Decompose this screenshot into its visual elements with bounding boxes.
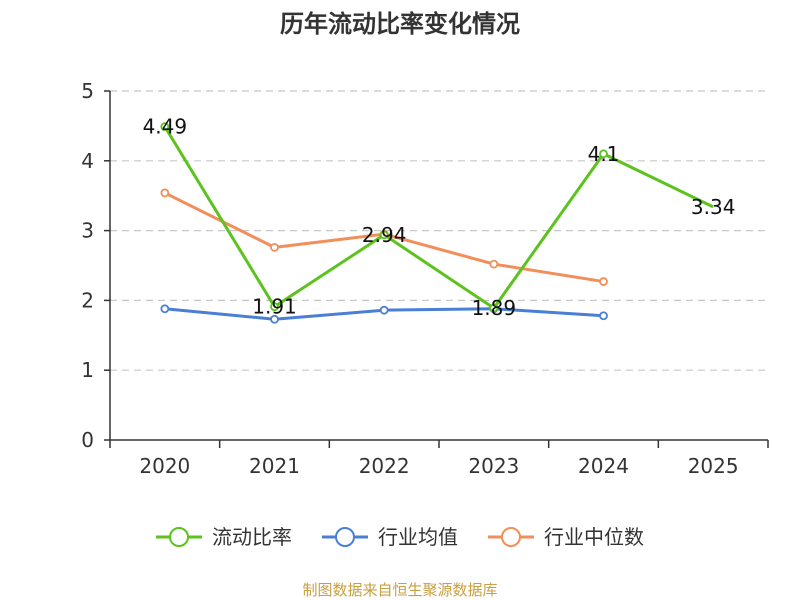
x-tick-label: 2022 [359,454,410,478]
legend-item[interactable]: 行业中位数 [488,525,644,549]
data-label: 1.89 [472,296,517,320]
legend-marker [501,527,521,547]
data-point[interactable] [160,122,170,131]
legend-label: 流动比率 [212,525,292,549]
data-point[interactable] [270,242,279,252]
legend-marker [335,527,355,547]
data-point[interactable] [160,304,170,314]
x-tick-label: 2023 [468,454,519,478]
y-tick-label: 2 [81,288,94,312]
series-line-0 [163,125,714,310]
data-point[interactable] [379,230,389,240]
legend-label: 行业中位数 [544,525,644,549]
data-point[interactable] [379,305,389,315]
axes: 0 1 2 3 4 5 2020 2021 2022 2023 2024 2025 [81,79,769,478]
data-point[interactable] [489,259,499,269]
data-point[interactable] [160,188,170,198]
data-point[interactable] [270,314,279,324]
y-tick-label: 5 [81,79,94,103]
data-label: 1.91 [252,295,297,319]
data-point[interactable] [599,277,608,286]
data-point[interactable] [599,311,608,321]
x-tick-label: 2024 [578,454,629,478]
y-tick-label: 3 [81,219,94,243]
data-label: 2.94 [362,223,407,247]
x-tick-label: 2020 [139,454,190,478]
chart-title: 历年流动比率变化情况 [280,10,520,38]
data-labels: 4.49 1.91 2.94 1.89 4.1 3.34 [143,115,736,320]
data-label: 4.49 [143,115,188,139]
legend-item[interactable]: 行业均值 [322,525,458,549]
data-label: 3.34 [691,195,736,219]
series-group [160,122,714,324]
x-tick-label: 2025 [688,454,739,478]
data-label: 4.1 [588,142,620,166]
source-note: 制图数据来自恒生聚源数据库 [302,581,497,599]
legend-item[interactable]: 流动比率 [156,525,292,549]
legend-marker [169,527,189,547]
data-point[interactable] [489,303,499,313]
legend[interactable]: 流动比率 行业均值 行业中位数 [156,525,644,549]
y-tick-label: 1 [81,358,94,382]
data-point[interactable] [270,302,279,312]
y-tick-label: 0 [81,428,94,452]
x-tick-label: 2021 [249,454,300,478]
grid-lines [110,90,768,371]
legend-label: 行业均值 [378,525,458,549]
y-tick-label: 4 [81,149,94,173]
data-point[interactable] [599,149,608,159]
